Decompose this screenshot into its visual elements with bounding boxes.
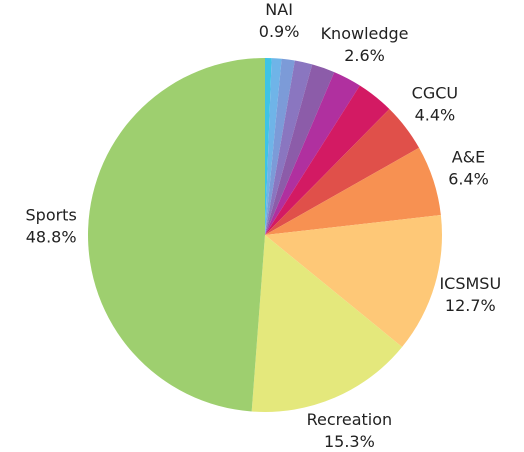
slice-label: Recreation [307, 410, 393, 429]
pie-slice [265, 64, 335, 236]
pie-slice [265, 147, 441, 235]
slice-value-label: 4.4% [415, 105, 456, 124]
pie-slice [265, 215, 442, 347]
slice-label: A&E [452, 147, 486, 166]
pie-slice [265, 58, 295, 235]
slice-label: Knowledge [321, 24, 409, 43]
pie-slice [88, 58, 266, 412]
pie-slice [265, 72, 360, 236]
slice-value-label: 12.7% [445, 296, 496, 315]
slice-value-label: 6.4% [448, 169, 489, 188]
pie-slice [251, 235, 403, 413]
slice-label: ICSMSU [439, 274, 501, 293]
pie-slice [265, 60, 313, 235]
slice-label: NAI [265, 0, 293, 19]
pie-slice [265, 85, 390, 235]
slice-value-label: 15.3% [324, 432, 375, 451]
pie-slice [265, 58, 272, 235]
slice-label: Sports [26, 205, 77, 224]
pie-slice [265, 58, 282, 235]
slice-value-label: 0.9% [259, 22, 300, 41]
slice-value-label: 48.8% [26, 227, 77, 246]
slice-value-label: 2.6% [344, 46, 385, 65]
slice-label: CGCU [412, 83, 458, 102]
pie-slice [265, 109, 420, 235]
